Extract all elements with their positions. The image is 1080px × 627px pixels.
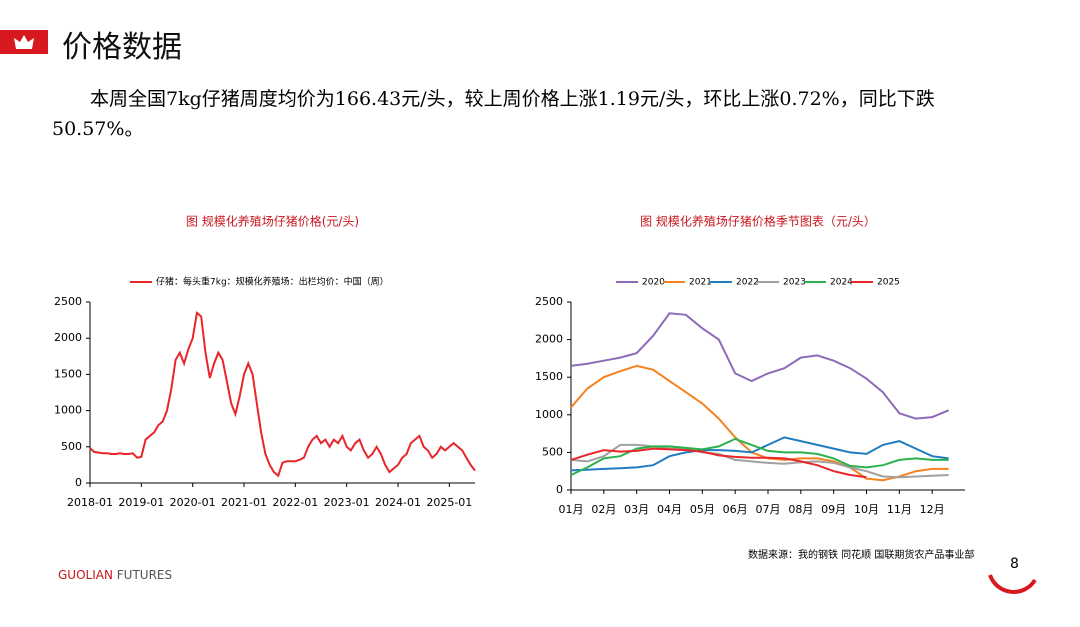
- x-tick-label: 09月: [821, 503, 846, 516]
- body-text: 本周全国7kg仔猪周度均价为166.43元/头，较上周价格上涨1.19元/头，环…: [52, 88, 935, 140]
- chart-title: 图 规模化养殖场仔猪价格(元/头): [186, 214, 359, 229]
- x-tick-label: 06月: [723, 503, 748, 516]
- y-tick-label: 0: [75, 476, 82, 489]
- x-tick-label: 02月: [591, 503, 616, 516]
- y-tick-label: 1000: [535, 408, 563, 421]
- y-tick-label: 1000: [54, 404, 82, 417]
- brand-suffix: FUTURES: [116, 568, 173, 582]
- x-tick-label: 2019-01: [118, 496, 164, 509]
- page-title: 价格数据: [62, 30, 182, 65]
- x-tick-label: 2018-01: [67, 496, 113, 509]
- series-line: [570, 447, 867, 479]
- series-line: [570, 364, 949, 482]
- x-tick-label: 11月: [887, 503, 912, 516]
- y-tick-label: 1500: [54, 367, 82, 380]
- legend-label: 2024: [830, 278, 853, 288]
- y-tick-label: 2500: [54, 295, 82, 308]
- x-tick-label: 2022-01: [272, 496, 318, 509]
- page-number: 8: [1010, 556, 1019, 572]
- x-tick-label: 2020-01: [170, 496, 216, 509]
- series-line: [570, 312, 949, 420]
- x-tick-label: 12月: [920, 503, 945, 516]
- brand: GUOLIAN FUTURES: [58, 568, 172, 582]
- y-tick-label: 2000: [54, 331, 82, 344]
- y-tick-label: 1500: [535, 370, 563, 383]
- x-tick-label: 08月: [788, 503, 813, 516]
- source-note: 数据来源：我的钢铁 同花顺 国联期货农产品事业部: [748, 550, 975, 561]
- legend-label: 2023: [783, 278, 806, 288]
- brand-name: GUOLIAN: [58, 568, 113, 582]
- x-tick-label: 10月: [854, 503, 879, 516]
- y-tick-label: 2500: [535, 295, 563, 308]
- series-line: [570, 443, 949, 479]
- x-tick-label: 2023-01: [324, 496, 370, 509]
- y-tick-label: 2000: [535, 333, 563, 346]
- y-tick-label: 500: [61, 440, 82, 453]
- x-tick-label: 07月: [756, 503, 781, 516]
- x-tick-label: 05月: [690, 503, 715, 516]
- legend-label: 2020: [642, 278, 665, 288]
- series-line: [570, 437, 949, 476]
- series-line: [89, 311, 476, 478]
- x-tick-label: 2025-01: [426, 496, 472, 509]
- legend-label: 仔猪：每头重7kg：规模化养殖场：出栏均价：中国（周）: [156, 276, 389, 288]
- y-tick-label: 500: [542, 445, 563, 458]
- y-tick-label: 0: [556, 483, 563, 496]
- legend-label: 2025: [877, 278, 900, 288]
- legend-label: 2021: [689, 278, 712, 288]
- x-tick-label: 2021-01: [221, 496, 267, 509]
- x-tick-label: 2024-01: [375, 496, 421, 509]
- x-tick-label: 01月: [559, 503, 584, 516]
- chart-title: 图 规模化养殖场仔猪价格季节图表（元/头）: [640, 214, 876, 229]
- page-arc: [988, 574, 1037, 594]
- x-tick-label: 03月: [624, 503, 649, 516]
- legend-label: 2022: [736, 278, 759, 288]
- x-tick-label: 04月: [657, 503, 682, 516]
- crown-icon: [0, 30, 48, 54]
